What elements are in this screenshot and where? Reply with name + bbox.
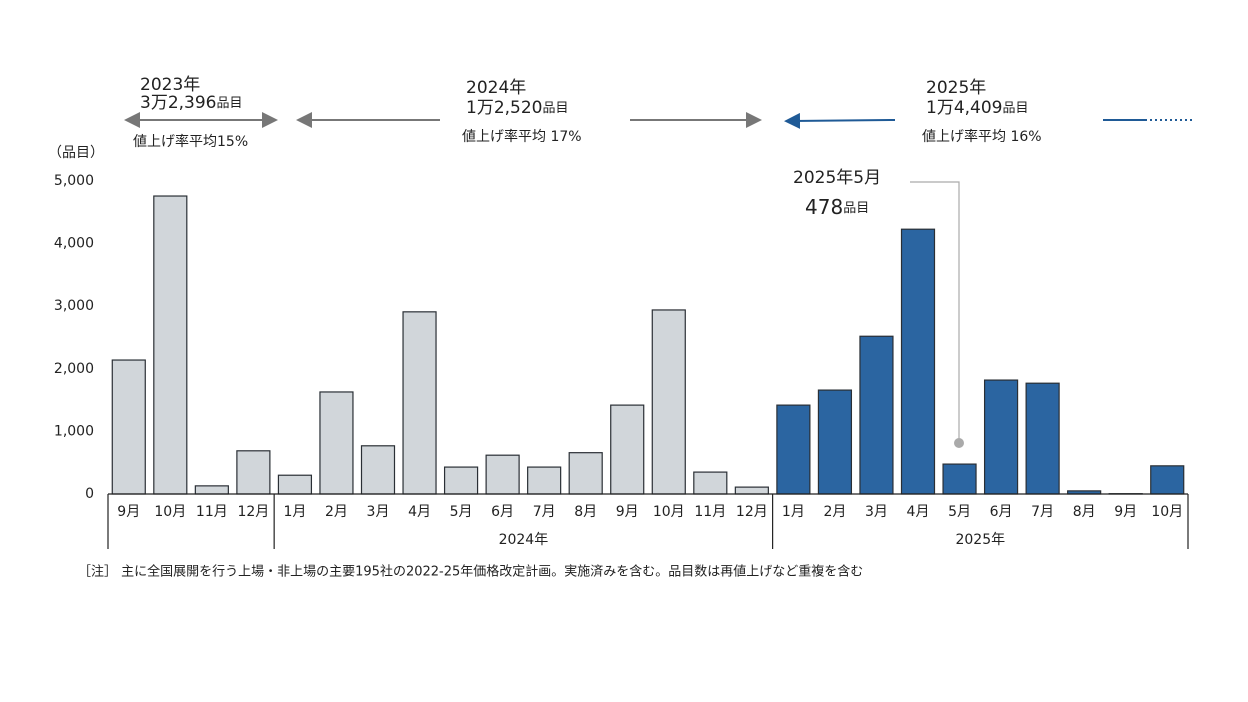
x-tick-label: 8月 [1073,504,1096,520]
bar [1025,382,1060,495]
bar [817,389,853,495]
x-tick-label: 10月 [1151,504,1183,520]
bar [194,485,229,495]
x-tick-label: 8月 [574,504,597,520]
period-arrows [124,112,1193,129]
note: ［注］ 主に全国展開を行う上場・非上場の主要195社の2022-25年価格改定計… [78,564,863,580]
period-year: 2024年 [466,78,526,98]
annotation-leader [910,181,960,443]
total-unit: 品目 [1002,101,1028,116]
y-tick-label: 2,000 [54,361,94,377]
x-tick-label: 9月 [616,504,639,520]
bar [734,486,769,495]
period-rate: 値上げ率平均 16% [922,128,1042,145]
total-number: 1万4,409 [926,98,1002,118]
annotation-value: 478品目 [805,195,869,219]
bar [236,450,271,495]
year-label: 2025年 [955,532,1005,548]
x-tick-label: 12月 [237,504,269,520]
x-tick-label: 10月 [653,504,685,520]
y-tick-label: 4,000 [54,236,94,252]
x-tick-label: 11月 [196,504,228,520]
period-total: 3万2,396品目 [140,93,243,113]
bar [360,445,396,495]
total-unit: 品目 [216,96,242,111]
total-number: 3万2,396 [140,93,216,113]
x-tick-label: 3月 [367,504,390,520]
period-year: 2023年 [140,75,200,95]
x-tick-label: 3月 [865,504,888,520]
total-unit: 品目 [542,101,568,116]
period-rate: 値上げ率平均 17% [462,128,582,145]
x-tick-label: 5月 [948,504,971,520]
bar [651,309,686,495]
x-tick-label: 7月 [1031,504,1054,520]
period-year: 2025年 [926,78,986,98]
bar [485,454,520,495]
bar [610,404,645,495]
x-tick-label: 10月 [154,504,186,520]
bar [153,195,188,495]
y-tick-label: 0 [85,486,94,502]
period-total: 1万2,520品目 [466,98,569,118]
bar [319,391,354,495]
x-tick-label: 9月 [1114,504,1137,520]
bar [983,379,1019,495]
bar [111,359,146,495]
x-tick-label: 5月 [450,504,473,520]
bar [776,404,811,495]
x-tick-label: 12月 [736,504,768,520]
bar [277,474,313,495]
x-tick-label: 11月 [694,504,726,520]
period-total: 1万4,409品目 [926,98,1029,118]
bar [859,335,894,495]
period-rate: 値上げ率平均15% [133,133,248,150]
x-tick-label: 2月 [823,504,846,520]
bar [443,466,479,495]
annotation-dot [954,438,964,448]
y-tick-label: 5,000 [54,173,94,189]
x-tick-label: 9月 [117,504,140,520]
y-tick-label: 1,000 [54,423,94,439]
bar [1150,465,1185,495]
x-tick-label: 4月 [408,504,431,520]
bar [693,471,728,495]
x-tick-label: 2月 [325,504,348,520]
year-label: 2024年 [499,532,549,548]
annotation-number: 478 [805,195,843,219]
x-tick-label: 6月 [990,504,1013,520]
x-tick-label: 1月 [283,504,306,520]
y-tick-label: 3,000 [54,298,94,314]
bar [568,452,603,495]
annotation-title: 2025年5月 [793,168,881,188]
x-tick-label: 7月 [533,504,556,520]
x-tick-label: 4月 [907,504,930,520]
annotation-unit: 品目 [843,201,869,216]
bar [527,466,562,495]
y-axis-label: （品目） [48,145,104,161]
bar [942,463,977,495]
total-number: 1万2,520 [466,98,542,118]
x-tick-label: 1月 [782,504,805,520]
bar [402,311,437,495]
x-tick-label: 6月 [491,504,514,520]
bar [900,228,936,495]
